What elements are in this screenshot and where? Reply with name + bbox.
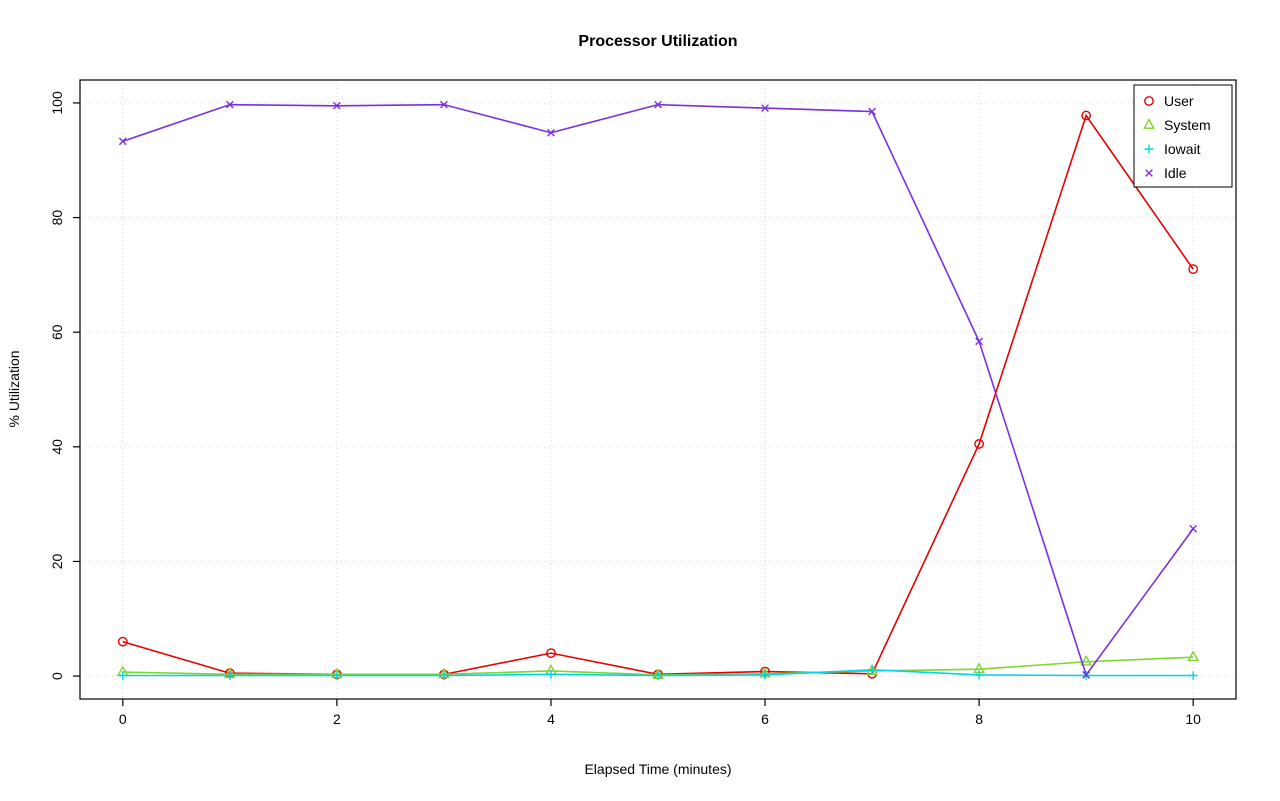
circle-marker [1188, 264, 1199, 275]
x-marker [1145, 169, 1153, 177]
triangle-marker [1143, 118, 1155, 129]
y-tick-label: 60 [49, 324, 65, 340]
x-marker [1189, 524, 1198, 533]
x-marker [761, 104, 769, 112]
circle-marker [974, 439, 985, 449]
x-marker [332, 101, 341, 110]
x-tick-label: 6 [761, 711, 769, 727]
plus-marker [439, 671, 449, 680]
legend: User System Iowait Idle [1133, 84, 1233, 188]
plus-marker [1188, 671, 1198, 680]
y-tick-label: 100 [49, 91, 65, 115]
plus-marker [332, 671, 342, 680]
x-marker [868, 107, 876, 116]
legend-label: System [1164, 117, 1211, 133]
series-user [117, 110, 1199, 680]
circle-marker [546, 648, 556, 659]
legend-item-user: User [1144, 93, 1194, 109]
plus-marker [1144, 144, 1154, 154]
plus-marker [546, 669, 556, 679]
series-iowait [118, 665, 1198, 680]
legend-item-system: System [1143, 117, 1211, 133]
plus-marker [867, 665, 877, 675]
legend-label: Idle [1164, 165, 1187, 181]
gridlines [80, 80, 1236, 699]
legend-item-idle: Idle [1145, 165, 1187, 181]
legend-box [1133, 84, 1233, 188]
circle-marker [117, 636, 128, 647]
x-tick-label: 4 [547, 711, 555, 727]
x-marker [975, 337, 984, 346]
legend-item-iowait: Iowait [1144, 141, 1201, 157]
x-tick-label: 8 [975, 711, 983, 727]
chart-title: Processor Utilization [578, 33, 738, 50]
y-tick-label: 20 [49, 553, 65, 569]
plot-box [79, 79, 1237, 700]
x-marker [225, 100, 234, 109]
series-idle [118, 100, 1198, 679]
plus-marker [760, 670, 770, 680]
x-axis-label: Elapsed Time (minutes) [584, 761, 732, 777]
circle-marker [1081, 110, 1092, 121]
plus-marker [974, 670, 984, 680]
circle-marker [1144, 96, 1154, 106]
x-marker [1082, 671, 1091, 679]
x-marker [118, 137, 127, 146]
x-marker [654, 100, 662, 109]
plus-marker [653, 671, 663, 680]
x-tick-label: 0 [119, 711, 127, 727]
y-tick-label: 0 [49, 672, 65, 680]
x-marker [440, 100, 448, 109]
plus-marker [118, 671, 128, 680]
x-tick-label: 10 [1185, 711, 1201, 727]
legend-label: User [1164, 93, 1194, 109]
triangle-marker [1080, 654, 1093, 666]
y-tick-label: 40 [49, 439, 65, 455]
plus-marker [225, 671, 235, 680]
legend-label: Iowait [1164, 141, 1201, 157]
triangle-marker [1187, 650, 1200, 662]
x-marker [547, 128, 555, 137]
y-tick-label: 80 [49, 210, 65, 226]
x-tick-label: 2 [333, 711, 341, 727]
